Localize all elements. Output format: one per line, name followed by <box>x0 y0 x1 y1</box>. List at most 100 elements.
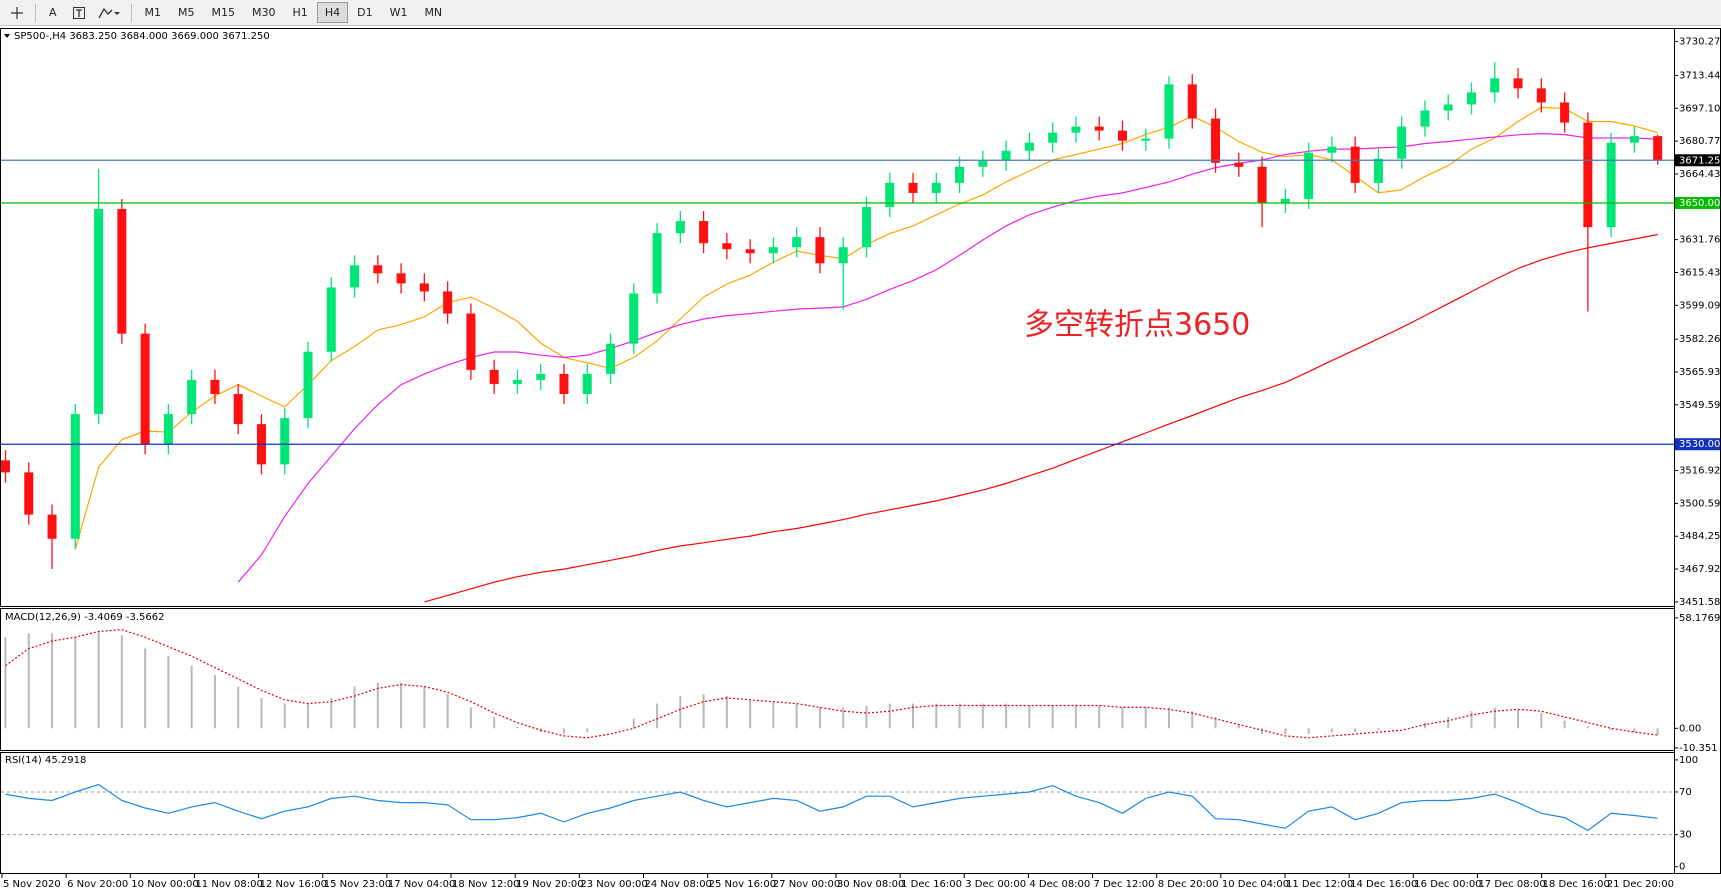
candle-body <box>1280 198 1290 203</box>
candle-body <box>1141 138 1151 141</box>
indicator-title: RSI(14) 45.2918 <box>5 755 86 766</box>
y-tick-label: 30 <box>1679 830 1692 841</box>
rsi-panel-frame <box>0 752 1675 874</box>
annotation: 多空转折点3650 <box>1024 308 1250 343</box>
candle-body <box>1397 126 1407 159</box>
symbol-marker <box>4 34 10 38</box>
candle-body <box>1071 126 1081 133</box>
candle-body <box>1024 142 1034 151</box>
candle-body <box>280 418 290 465</box>
x-tick-label: 7 Dec 12:00 <box>1094 879 1155 890</box>
candle-body <box>210 379 220 394</box>
candle-body <box>512 379 522 384</box>
timeframe-button[interactable]: M1 <box>144 6 162 19</box>
candle-body <box>466 313 476 370</box>
candle-body <box>70 414 80 539</box>
moving-average <box>424 233 1658 603</box>
y-tick-label: 3730.270 <box>1679 37 1721 48</box>
candle-body <box>559 373 569 394</box>
candle-body <box>233 393 243 425</box>
candle-body <box>745 249 755 254</box>
x-tick-label: 17 Nov 04:00 <box>388 879 455 890</box>
candle-body <box>768 247 778 254</box>
y-tick-label: 3631.765 <box>1679 235 1721 246</box>
x-tick-label: 18 Dec 16:00 <box>1543 879 1610 890</box>
rsi-line <box>5 783 1658 832</box>
candle-body <box>699 221 709 244</box>
candle-body <box>1327 146 1337 153</box>
candle-body <box>303 351 313 419</box>
x-tick-label: 23 Nov 00:00 <box>580 879 647 890</box>
x-tick-label: 17 Dec 08:00 <box>1478 879 1545 890</box>
y-tick-label: 3516.925 <box>1679 466 1721 477</box>
price-label: 3530.000 <box>1679 439 1721 450</box>
candle-body <box>1653 136 1663 161</box>
separator <box>35 3 36 22</box>
candle-body <box>1373 158 1383 183</box>
tools: A <box>41 2 66 23</box>
x-tick-label: 10 Nov 00:00 <box>131 879 198 890</box>
x-tick-label: 8 Dec 20:00 <box>1158 879 1219 890</box>
timeframe-button[interactable]: M30 <box>252 6 276 19</box>
candle-body <box>396 273 406 284</box>
candle-body <box>861 206 871 248</box>
candle-body <box>1350 146 1360 183</box>
price-label-box <box>1675 154 1720 167</box>
candle-body <box>978 160 988 167</box>
tool-button[interactable]: A <box>49 6 57 19</box>
candle-body <box>675 221 685 234</box>
timeframe-button[interactable]: D1 <box>357 6 373 19</box>
x-tick-label: 12 Nov 16:00 <box>260 879 327 890</box>
y-tick-label: 3549.595 <box>1679 400 1721 411</box>
crosshair-icon[interactable] <box>10 6 24 20</box>
y-tick-label: 3451.585 <box>1679 597 1721 608</box>
price-label-box <box>1675 196 1720 209</box>
candle-body <box>885 182 895 207</box>
timeframe-button[interactable]: MN <box>424 6 443 19</box>
candle-body <box>1629 136 1639 143</box>
candle-body <box>606 343 616 374</box>
timeframe-button[interactable]: W1 <box>389 6 408 19</box>
y-tick-label: 3599.095 <box>1679 300 1721 311</box>
candle-body <box>1094 126 1104 131</box>
chart-title: SP500-,H4 3683.250 3684.000 3669.000 367… <box>14 31 270 42</box>
candle-body <box>187 379 197 415</box>
x-tick-label: 5 Nov 2020 <box>3 879 61 890</box>
candle-body <box>1048 132 1058 143</box>
y-tick-label: 3467.920 <box>1679 564 1721 575</box>
x-tick-label: 27 Nov 00:00 <box>773 879 840 890</box>
price-label-box <box>1675 438 1720 451</box>
indicator-title: MACD(12,26,9) -3.4069 -3.5662 <box>5 612 165 623</box>
shapes-icon[interactable] <box>97 6 120 20</box>
y-tick-label: 100 <box>1679 755 1698 766</box>
candle-body <box>1606 142 1616 228</box>
text-label-icon[interactable] <box>72 6 86 20</box>
macd-panel-frame <box>0 608 1675 751</box>
timeframe-button[interactable]: H1 <box>292 6 308 19</box>
x-tick-label: 15 Nov 23:00 <box>324 879 391 890</box>
candle-body <box>536 373 546 380</box>
candle-body <box>1164 84 1174 139</box>
x-tick-label: 21 Dec 20:00 <box>1607 879 1674 890</box>
candle-body <box>443 291 453 314</box>
candle-body <box>1117 130 1127 141</box>
timeframe-button[interactable]: M15 <box>211 6 236 19</box>
y-tick-label: 3697.105 <box>1679 103 1721 114</box>
timeframe-button[interactable]: H4 <box>316 2 349 23</box>
candle-body <box>1211 118 1221 163</box>
x-tick-label: 19 Nov 20:00 <box>516 879 583 890</box>
x-tick-label: 24 Nov 08:00 <box>645 879 712 890</box>
candle-body <box>1234 162 1244 167</box>
candle-body <box>326 287 336 352</box>
candle-body <box>24 472 34 515</box>
y-tick-label: 0.00 <box>1679 723 1701 734</box>
candle-body <box>629 293 639 344</box>
candle-body <box>1001 150 1011 161</box>
y-tick-label: 3664.435 <box>1679 169 1721 180</box>
candle-body <box>94 209 104 415</box>
x-tick-label: 18 Nov 12:00 <box>452 879 519 890</box>
separator <box>130 3 132 22</box>
candle-body <box>489 369 499 384</box>
timeframe-button[interactable]: M5 <box>178 6 195 19</box>
